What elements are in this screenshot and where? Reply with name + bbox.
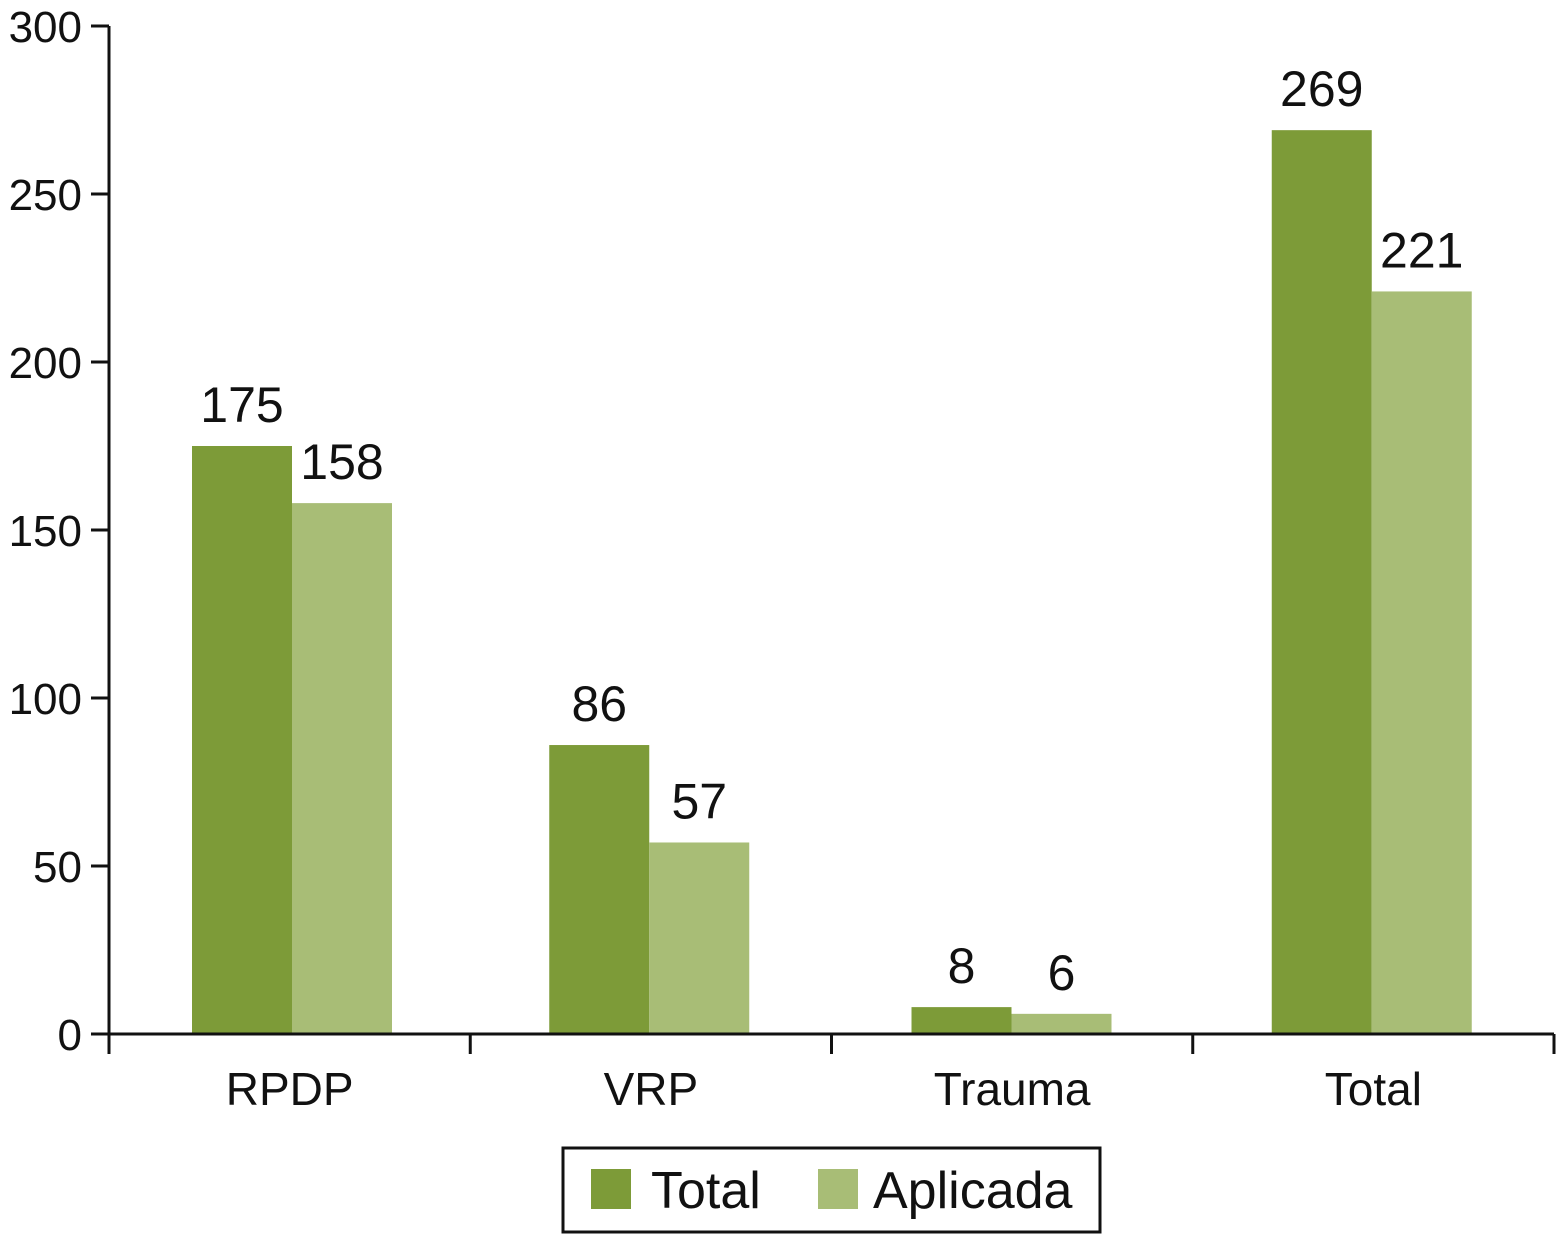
data-label-trauma-aplicada: 6 bbox=[1048, 945, 1076, 1001]
bar-rpdp-aplicada bbox=[292, 503, 392, 1034]
y-tick-label: 100 bbox=[9, 675, 82, 724]
data-label-total-aplicada: 221 bbox=[1380, 222, 1463, 278]
x-tick-label-total: Total bbox=[1325, 1063, 1422, 1115]
x-tick-label-rpdp: RPDP bbox=[226, 1063, 354, 1115]
y-tick-label: 50 bbox=[33, 843, 82, 892]
x-tick-label-trauma: Trauma bbox=[934, 1063, 1091, 1115]
y-tick-label: 300 bbox=[9, 3, 82, 52]
data-label-vrp-total: 86 bbox=[571, 676, 627, 732]
y-tick-label: 150 bbox=[9, 507, 82, 556]
legend-swatch-total bbox=[591, 1169, 631, 1209]
bar-rpdp-total bbox=[192, 446, 292, 1034]
y-tick-label: 200 bbox=[9, 339, 82, 388]
data-label-total-total: 269 bbox=[1280, 61, 1363, 117]
bar-trauma-aplicada bbox=[1011, 1013, 1112, 1034]
data-label-rpdp-total: 175 bbox=[200, 377, 283, 433]
legend-label-aplicada: Aplicada bbox=[873, 1162, 1073, 1220]
bar-trauma-total bbox=[911, 1007, 1012, 1034]
x-tick-label-vrp: VRP bbox=[604, 1063, 699, 1115]
bar-vrp-total bbox=[549, 745, 650, 1034]
legend-label-total: Total bbox=[651, 1162, 761, 1220]
data-label-vrp-aplicada: 57 bbox=[671, 773, 727, 829]
bar-total-total bbox=[1271, 130, 1372, 1034]
legend-swatch-aplicada bbox=[818, 1169, 858, 1209]
y-tick-label: 0 bbox=[58, 1011, 82, 1060]
data-label-trauma-total: 8 bbox=[948, 938, 976, 994]
bar-total-aplicada bbox=[1371, 291, 1472, 1034]
bar-vrp-aplicada bbox=[649, 842, 750, 1034]
data-label-rpdp-aplicada: 158 bbox=[300, 434, 383, 490]
y-tick-label: 250 bbox=[9, 171, 82, 220]
